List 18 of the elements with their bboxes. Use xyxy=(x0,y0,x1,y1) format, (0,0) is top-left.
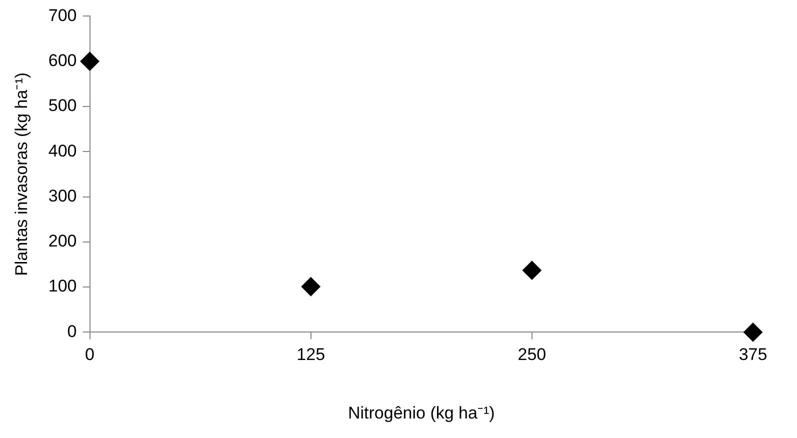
x-tick-label: 250 xyxy=(518,345,546,364)
x-tick-label: 375 xyxy=(738,345,768,364)
point xyxy=(522,260,542,280)
y-tick-label: 700 xyxy=(48,6,77,25)
point xyxy=(80,52,100,71)
y-tick-label: 600 xyxy=(48,51,77,70)
point xyxy=(301,277,320,296)
y-tick-label: 200 xyxy=(48,232,77,251)
x-tick-label: 125 xyxy=(296,345,326,364)
point xyxy=(744,322,762,342)
y-axis-title: Plantas invasoras (kg ha⁻¹) xyxy=(12,72,31,276)
y-tick-label: 400 xyxy=(48,141,77,160)
y-tick-label: 500 xyxy=(48,96,77,116)
y-tick-label: 0 xyxy=(67,322,77,341)
y-tick-label: 100 xyxy=(48,276,77,296)
x-tick-label: 0 xyxy=(85,345,94,364)
x-axis-title: Nitrogênio (kg ha⁻¹) xyxy=(348,403,495,422)
y-tick-label: 300 xyxy=(48,186,77,206)
